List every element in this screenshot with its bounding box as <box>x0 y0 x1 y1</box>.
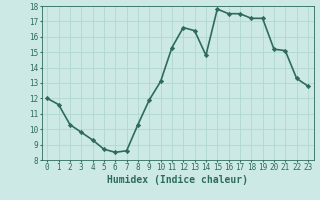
X-axis label: Humidex (Indice chaleur): Humidex (Indice chaleur) <box>107 175 248 185</box>
